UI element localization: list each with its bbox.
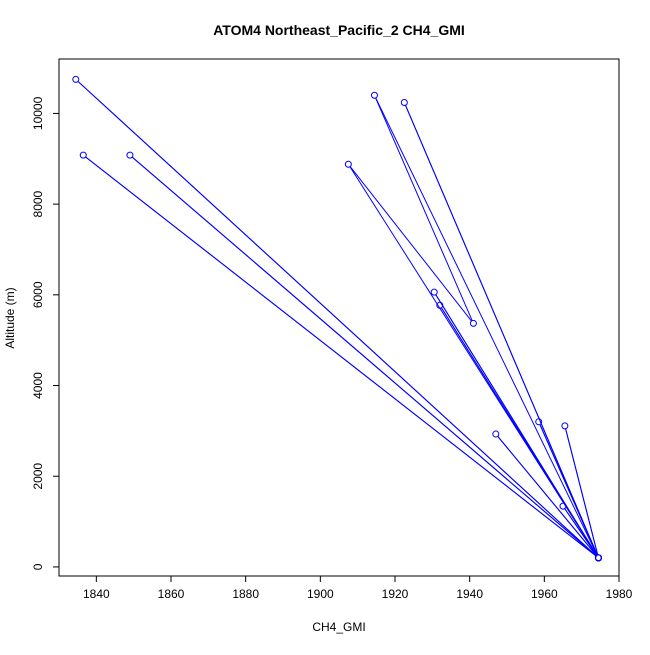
y-tick-label: 4000 — [31, 372, 45, 399]
data-point — [430, 288, 438, 296]
y-tick-label: 8000 — [31, 190, 45, 217]
data-point — [561, 422, 569, 430]
x-tick-label: 1940 — [456, 587, 483, 601]
y-tick-label: 2000 — [31, 463, 45, 490]
data-point — [79, 151, 87, 159]
x-tick-label: 1960 — [531, 587, 558, 601]
y-tick-label: 0 — [31, 563, 45, 570]
data-point — [126, 151, 134, 159]
x-tick-label: 1900 — [307, 587, 334, 601]
series-segment — [349, 166, 472, 322]
x-tick-label: 1860 — [158, 587, 185, 601]
series-segment — [405, 105, 598, 556]
x-axis: 1840 1860 1880 1900 1920 1940 1960 1980 — [83, 576, 633, 601]
series-segment — [539, 424, 598, 556]
series-segment — [375, 97, 598, 556]
series-segment — [77, 81, 597, 557]
data-point — [400, 99, 408, 107]
data-point — [436, 301, 444, 309]
series-segment — [497, 436, 597, 556]
series-segment — [131, 156, 597, 557]
x-tick-label: 1980 — [606, 587, 633, 601]
y-tick-label: 10000 — [31, 96, 45, 130]
series-segment — [435, 294, 598, 556]
data-point — [344, 160, 352, 168]
y-axis: 0 2000 4000 6000 8000 10000 — [31, 96, 59, 570]
series-segment — [349, 166, 598, 556]
series-segment — [375, 97, 473, 321]
series-segment — [565, 428, 599, 556]
x-axis-label: CH4_GMI — [312, 620, 365, 634]
data-point — [370, 91, 378, 99]
x-tick-label: 1880 — [232, 587, 259, 601]
x-tick-label: 1920 — [382, 587, 409, 601]
data-point — [72, 75, 80, 83]
y-axis-label: Altitude (m) — [3, 287, 17, 348]
data-series — [72, 75, 602, 562]
series-segment — [564, 508, 598, 556]
data-point — [559, 502, 567, 510]
data-point — [492, 430, 500, 438]
data-point — [594, 554, 602, 562]
series-segment — [85, 156, 597, 557]
chart-title: ATOM4 Northeast_Pacific_2 CH4_GMI — [213, 22, 465, 38]
data-point — [469, 319, 477, 327]
y-tick-label: 6000 — [31, 281, 45, 308]
data-point — [535, 418, 543, 426]
plot-frame — [58, 58, 620, 577]
x-tick-label: 1840 — [83, 587, 110, 601]
